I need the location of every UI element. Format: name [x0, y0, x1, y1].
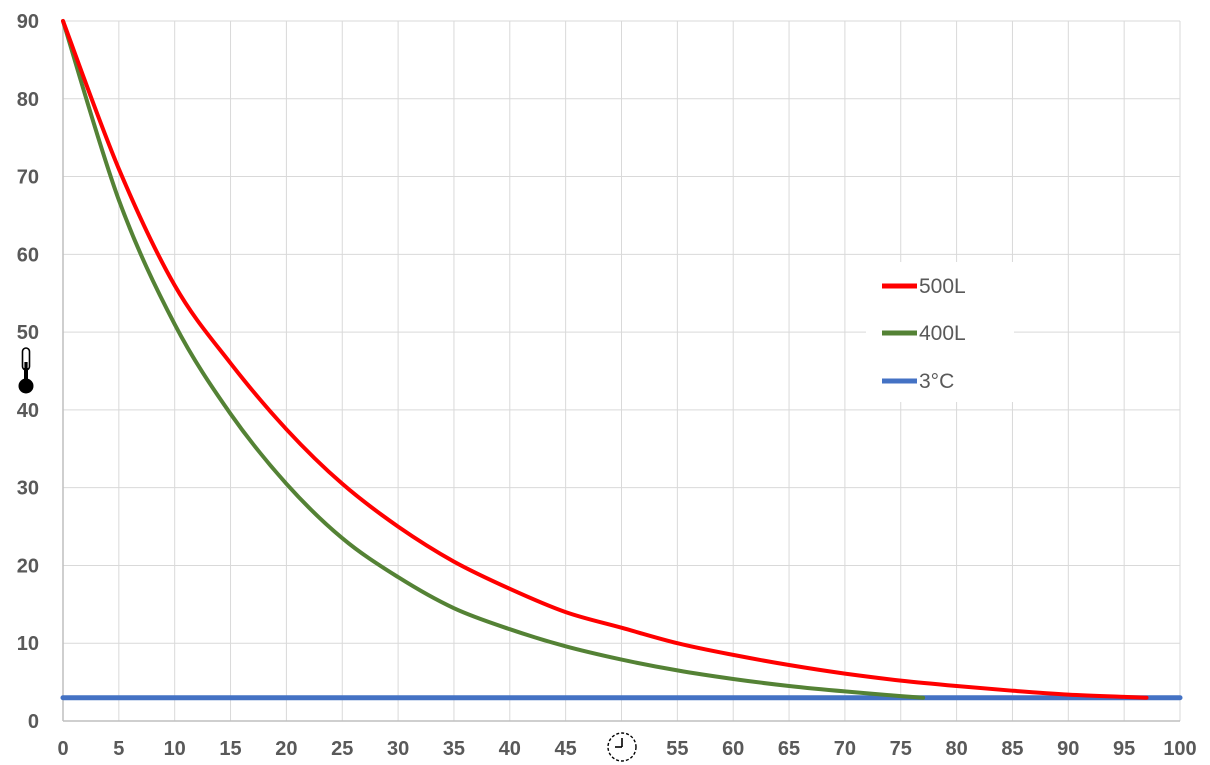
- legend-label-400l: 400L: [919, 322, 966, 345]
- x-tick-label: 40: [499, 738, 521, 760]
- y-tick-label: 20: [17, 555, 39, 577]
- y-tick-label: 60: [17, 244, 39, 266]
- thermometer-icon: [18, 347, 34, 394]
- legend-label-3c: 3°C: [919, 370, 954, 393]
- x-tick-label: 65: [778, 738, 800, 760]
- legend: 500L 400L 3°C: [866, 262, 1014, 402]
- x-tick-label: 15: [219, 738, 241, 760]
- axes: [62, 21, 1180, 722]
- y-tick-label: 40: [17, 400, 39, 422]
- x-tick-label: 55: [666, 738, 688, 760]
- x-tick-label: 60: [722, 738, 744, 760]
- x-tick-label: 35: [443, 738, 465, 760]
- x-tick-label: 10: [164, 738, 186, 760]
- legend-item-500l: 500L: [882, 275, 966, 298]
- series-line-500l: [61, 19, 1149, 700]
- x-tick-label: 80: [945, 738, 967, 760]
- clock-icon: [607, 732, 637, 762]
- y-tick-label: 80: [17, 89, 39, 111]
- legend-item-3c: 3°C: [882, 370, 954, 393]
- grid-lines: [63, 20, 1181, 721]
- x-tick-label: 75: [890, 738, 912, 760]
- x-tick-label: 0: [57, 738, 68, 760]
- x-tick-label: 20: [275, 738, 297, 760]
- x-tick-label: 95: [1113, 738, 1135, 760]
- x-tick-label: 25: [331, 738, 353, 760]
- x-tick-label: 45: [555, 738, 577, 760]
- series-line-400l: [61, 19, 926, 700]
- x-tick-label: 70: [834, 738, 856, 760]
- y-tick-labels: 0 10 20 30 40 50 60 70 80 90: [17, 11, 39, 733]
- y-tick-label: 70: [17, 167, 39, 189]
- y-tick-label: 10: [17, 633, 39, 655]
- y-tick-label: 0: [28, 711, 39, 733]
- x-tick-label: 85: [1001, 738, 1023, 760]
- x-tick-labels: 0 5 10 15 20 25 30 35 40 45 55 60 65 70 75 80 85 90 95 100: [57, 738, 1196, 760]
- y-tick-label: 50: [17, 322, 39, 344]
- series-lines: [60, 19, 1183, 701]
- x-tick-label: 90: [1057, 738, 1079, 760]
- legend-item-400l: 400L: [882, 322, 966, 345]
- x-tick-label: 5: [113, 738, 124, 760]
- legend-label-500l: 500L: [919, 275, 966, 298]
- x-tick-label: 30: [387, 738, 409, 760]
- x-tick-label: 100: [1163, 738, 1196, 760]
- y-tick-label: 90: [17, 11, 39, 33]
- y-tick-label: 30: [17, 478, 39, 500]
